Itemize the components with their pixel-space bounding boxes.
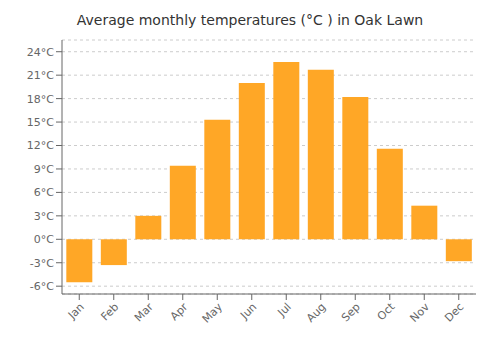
svg-text:3°C: 3°C: [34, 210, 54, 223]
svg-text:Jun: Jun: [237, 300, 259, 322]
svg-text:Apr: Apr: [168, 300, 191, 323]
svg-text:0°C: 0°C: [34, 233, 54, 246]
svg-text:24°C: 24°C: [27, 46, 54, 59]
svg-text:6°C: 6°C: [34, 186, 54, 199]
svg-text:-6°C: -6°C: [30, 280, 54, 293]
svg-text:Jan: Jan: [65, 300, 87, 322]
svg-text:Nov: Nov: [408, 300, 433, 325]
svg-text:Dec: Dec: [442, 300, 466, 324]
svg-text:Mar: Mar: [132, 300, 156, 324]
svg-text:Jul: Jul: [275, 300, 294, 319]
svg-text:Feb: Feb: [98, 300, 121, 323]
svg-text:Sep: Sep: [339, 300, 363, 324]
svg-text:May: May: [200, 300, 226, 326]
svg-text:9°C: 9°C: [34, 163, 54, 176]
svg-text:21°C: 21°C: [27, 69, 54, 82]
svg-text:12°C: 12°C: [27, 139, 54, 152]
html-text:Average monthly temperatures (: Average monthly temperatures (°C ) in Oa…: [76, 12, 424, 28]
svg-text:Oct: Oct: [375, 300, 398, 323]
svg-text:Aug: Aug: [304, 300, 328, 324]
svg-text:-3°C: -3°C: [30, 257, 54, 270]
svg-text:15°C: 15°C: [27, 116, 54, 129]
svg-text:18°C: 18°C: [27, 93, 54, 106]
